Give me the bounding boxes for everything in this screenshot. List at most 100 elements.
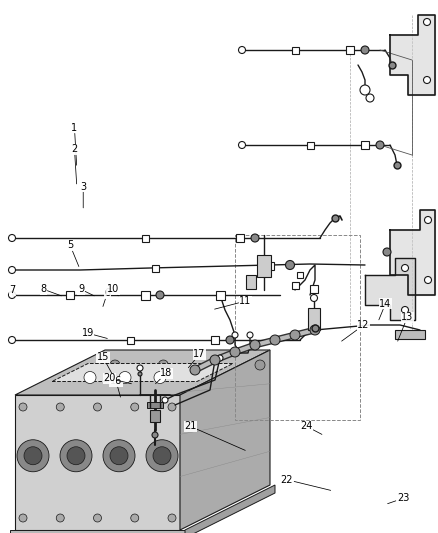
- Circle shape: [162, 397, 168, 403]
- Bar: [147, 402, 163, 408]
- Circle shape: [366, 94, 374, 102]
- Circle shape: [8, 336, 15, 343]
- Bar: [236, 234, 244, 242]
- Bar: [246, 275, 256, 289]
- Circle shape: [158, 360, 168, 370]
- Circle shape: [361, 46, 369, 54]
- Text: 7: 7: [9, 286, 15, 296]
- Circle shape: [212, 357, 219, 364]
- Polygon shape: [15, 350, 270, 395]
- Bar: [257, 255, 271, 277]
- Circle shape: [156, 291, 164, 299]
- Circle shape: [8, 266, 15, 273]
- Circle shape: [119, 372, 131, 384]
- Text: 6: 6: [103, 288, 110, 306]
- Circle shape: [137, 365, 143, 371]
- Bar: [266, 262, 274, 270]
- Circle shape: [226, 336, 234, 344]
- Circle shape: [424, 277, 431, 284]
- Circle shape: [153, 447, 171, 465]
- Circle shape: [84, 372, 96, 384]
- Circle shape: [19, 403, 27, 411]
- Text: 14: 14: [379, 299, 392, 320]
- Text: 17: 17: [188, 350, 205, 368]
- Circle shape: [207, 360, 217, 370]
- Circle shape: [217, 355, 223, 361]
- Text: 12: 12: [342, 320, 370, 341]
- Polygon shape: [390, 210, 435, 295]
- Circle shape: [360, 85, 370, 95]
- Bar: [150, 410, 160, 422]
- Text: 19: 19: [81, 328, 107, 338]
- Bar: [292, 281, 299, 288]
- Circle shape: [93, 403, 102, 411]
- Bar: [297, 272, 303, 278]
- Circle shape: [230, 347, 240, 357]
- Circle shape: [310, 325, 320, 335]
- Circle shape: [402, 306, 409, 313]
- Circle shape: [250, 340, 260, 350]
- Circle shape: [8, 292, 15, 298]
- Circle shape: [255, 360, 265, 370]
- Text: 20: 20: [103, 374, 131, 384]
- Text: 5: 5: [67, 240, 79, 266]
- Polygon shape: [390, 15, 435, 95]
- Circle shape: [424, 77, 431, 84]
- Polygon shape: [180, 350, 270, 530]
- Bar: [66, 291, 74, 299]
- Text: 23: 23: [388, 494, 409, 504]
- Circle shape: [152, 432, 158, 438]
- Text: 13: 13: [398, 312, 413, 341]
- Circle shape: [311, 295, 318, 302]
- Bar: [152, 264, 159, 271]
- Circle shape: [232, 332, 238, 338]
- Circle shape: [168, 514, 176, 522]
- Circle shape: [154, 372, 166, 384]
- Circle shape: [17, 440, 49, 472]
- Text: 2: 2: [71, 144, 78, 184]
- Bar: [10, 530, 185, 533]
- Circle shape: [383, 248, 391, 256]
- Circle shape: [110, 360, 120, 370]
- Circle shape: [24, 447, 42, 465]
- Text: 16: 16: [110, 376, 122, 397]
- Text: 22: 22: [281, 475, 331, 490]
- Circle shape: [8, 235, 15, 241]
- Circle shape: [103, 440, 135, 472]
- Circle shape: [251, 234, 259, 242]
- Circle shape: [110, 447, 128, 465]
- Circle shape: [270, 335, 280, 345]
- Circle shape: [138, 372, 142, 376]
- Bar: [307, 141, 314, 149]
- Circle shape: [131, 403, 139, 411]
- Circle shape: [19, 514, 27, 522]
- Text: 1: 1: [71, 123, 78, 165]
- Circle shape: [247, 332, 253, 338]
- Circle shape: [290, 330, 300, 340]
- Bar: [141, 235, 148, 241]
- Circle shape: [239, 141, 246, 149]
- Bar: [346, 46, 354, 54]
- Polygon shape: [365, 258, 415, 320]
- Circle shape: [93, 514, 102, 522]
- Circle shape: [67, 447, 85, 465]
- Circle shape: [168, 403, 176, 411]
- Text: 3: 3: [80, 182, 86, 208]
- Polygon shape: [185, 485, 275, 533]
- Text: 15: 15: [97, 352, 112, 373]
- Text: 8: 8: [41, 285, 61, 296]
- Bar: [127, 336, 134, 343]
- Bar: [211, 336, 219, 344]
- Bar: [141, 290, 149, 300]
- Circle shape: [424, 19, 431, 26]
- Circle shape: [210, 355, 220, 365]
- Bar: [308, 308, 320, 330]
- Circle shape: [190, 365, 200, 375]
- Text: 11: 11: [215, 296, 251, 309]
- Text: 24: 24: [300, 422, 322, 434]
- Bar: [395, 330, 425, 339]
- Circle shape: [286, 261, 294, 270]
- Bar: [235, 235, 360, 420]
- Circle shape: [131, 514, 139, 522]
- Circle shape: [239, 46, 246, 53]
